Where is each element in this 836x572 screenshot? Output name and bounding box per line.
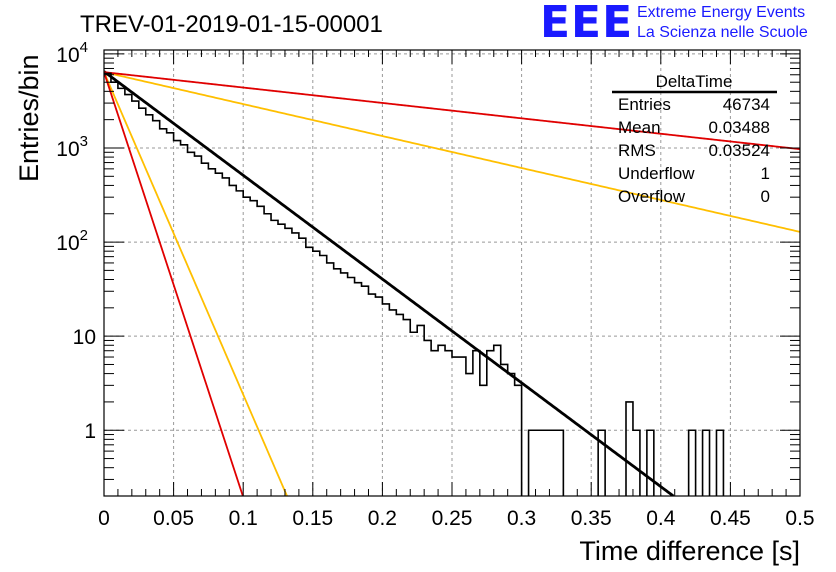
stats-value: 46734: [723, 95, 770, 114]
fit-curve-4: [104, 71, 800, 151]
stats-rows: Entries 46734 Mean 0.03488 RMS 0.03524 Underfl…: [618, 95, 770, 206]
y-tick-label: 104: [56, 39, 88, 67]
y-tick-label: 103: [56, 133, 88, 161]
y-tick-label: 10: [73, 326, 96, 349]
eee-logo-mark: EEE: [540, 0, 634, 48]
x-tick-label: 0.15: [292, 507, 333, 530]
y-tick-label: 102: [56, 227, 88, 255]
stats-value: 0: [761, 187, 770, 206]
y-axis-label: Entries/bin: [14, 54, 44, 182]
fit-curve-2: [104, 71, 800, 233]
fit-curve-3: [104, 71, 288, 496]
stats-value: 0.03524: [709, 141, 770, 160]
logo-line-2: La Scienza nelle Scuole: [637, 24, 808, 41]
x-tick-label: 0.1: [229, 507, 258, 530]
statistics-box: DeltaTime Entries 46734 Mean 0.03488 RMS 0.03…: [612, 72, 777, 206]
x-tick-label: 0.5: [785, 507, 814, 530]
fit-curves: [104, 70, 800, 496]
fit-curve-5: [104, 71, 244, 496]
x-tick-label: 0.25: [432, 507, 473, 530]
y-tick-label: 1: [84, 420, 96, 443]
histogram-series: [104, 72, 725, 496]
x-tick-label: 0.45: [710, 507, 751, 530]
x-tick-labels: 0 0.05 0.1 0.15 0.2 0.25 0.3 0.35 0.4 0.45 0.5: [98, 507, 814, 530]
axis-ticks: [103, 50, 801, 497]
histogram-outline: [104, 72, 725, 496]
stats-label: RMS: [618, 141, 656, 160]
grid-lines: [104, 50, 800, 496]
x-tick-label: 0.2: [368, 507, 397, 530]
logo-line-1: Extreme Energy Events: [637, 4, 806, 21]
stats-title: DeltaTime: [656, 72, 733, 91]
y-tick-labels: 1 10 102 103 104: [56, 39, 96, 443]
x-tick-label: 0.3: [507, 507, 536, 530]
x-tick-label: 0: [98, 507, 110, 530]
eee-logo: EEE Extreme Energy Events La Scienza nel…: [540, 0, 830, 48]
stats-value: 1: [761, 164, 770, 183]
x-tick-label: 0.4: [646, 507, 676, 530]
stats-label: Mean: [618, 118, 661, 137]
x-tick-label: 0.35: [571, 507, 612, 530]
x-axis-label: Time difference [s]: [579, 536, 800, 566]
x-tick-label: 0.05: [153, 507, 194, 530]
fit-curve-1: [104, 70, 675, 496]
run-title: TREV-01-2019-01-15-00001: [80, 11, 383, 38]
stats-value: 0.03488: [709, 118, 770, 137]
stats-label: Overflow: [618, 187, 686, 206]
stats-label: Entries: [618, 95, 671, 114]
stats-label: Underflow: [618, 164, 695, 183]
